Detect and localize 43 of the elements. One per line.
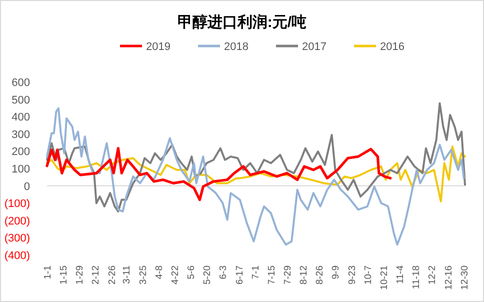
x-tick-label: 1-29 bbox=[74, 266, 86, 285]
x-tick-label: 2-26 bbox=[106, 266, 118, 285]
x-tick-label: 2-12 bbox=[90, 266, 102, 285]
x-tick-label: 8-26 bbox=[314, 266, 326, 285]
y-tick-label: 300 bbox=[12, 128, 30, 141]
x-tick-label: 3-11 bbox=[122, 266, 133, 284]
x-tick-label: 7-1 bbox=[250, 266, 262, 280]
x-tick-label: 10-7 bbox=[362, 266, 374, 285]
x-tick-label: 1-15 bbox=[58, 266, 70, 285]
legend-label: 2019 bbox=[146, 41, 170, 53]
y-tick-label: 100 bbox=[12, 164, 30, 176]
legend-label: 2016 bbox=[380, 41, 404, 53]
y-tick-label: 400 bbox=[12, 112, 30, 124]
x-tick-label: 8-12 bbox=[298, 266, 310, 285]
y-tick-label: (200) bbox=[4, 215, 30, 228]
x-tick-label: 4-22 bbox=[170, 266, 181, 285]
x-tick-label: 7-29 bbox=[282, 266, 294, 285]
y-tick-label: 0 bbox=[24, 180, 30, 193]
x-tick-label: 12-16 bbox=[443, 266, 454, 290]
legend-label: 2018 bbox=[224, 41, 248, 53]
chart-title: 甲醇进口利润:元/吨 bbox=[177, 13, 307, 31]
x-tick-label: 5-6 bbox=[186, 266, 198, 280]
x-tick-label: 3-25 bbox=[138, 266, 149, 285]
y-tick-label: (400) bbox=[4, 250, 30, 262]
x-tick-label: 6-3 bbox=[218, 266, 230, 280]
y-tick-label: (300) bbox=[4, 232, 30, 245]
y-tick-label: 600 bbox=[12, 77, 30, 89]
x-tick-label: 11-4 bbox=[395, 266, 406, 284]
x-tick-label: 5-20 bbox=[202, 266, 214, 285]
x-tick-label: 9-23 bbox=[346, 266, 358, 285]
x-tick-label: 12-30 bbox=[459, 266, 470, 290]
y-tick-label: 500 bbox=[12, 94, 30, 106]
x-tick-label: 9-9 bbox=[330, 266, 342, 280]
legend-label: 2017 bbox=[302, 41, 326, 53]
y-tick-label: (100) bbox=[4, 198, 30, 210]
x-tick-label: 10-21 bbox=[378, 266, 390, 290]
x-tick-label: 7-15 bbox=[266, 266, 278, 285]
x-tick-label: 11-18 bbox=[411, 266, 422, 290]
x-tick-label: 4-8 bbox=[154, 266, 165, 280]
x-tick-label: 6-17 bbox=[234, 266, 246, 285]
y-tick-label: 200 bbox=[12, 146, 30, 158]
x-tick-label: 12-2 bbox=[427, 266, 438, 285]
x-tick-label: 1-1 bbox=[42, 266, 54, 280]
